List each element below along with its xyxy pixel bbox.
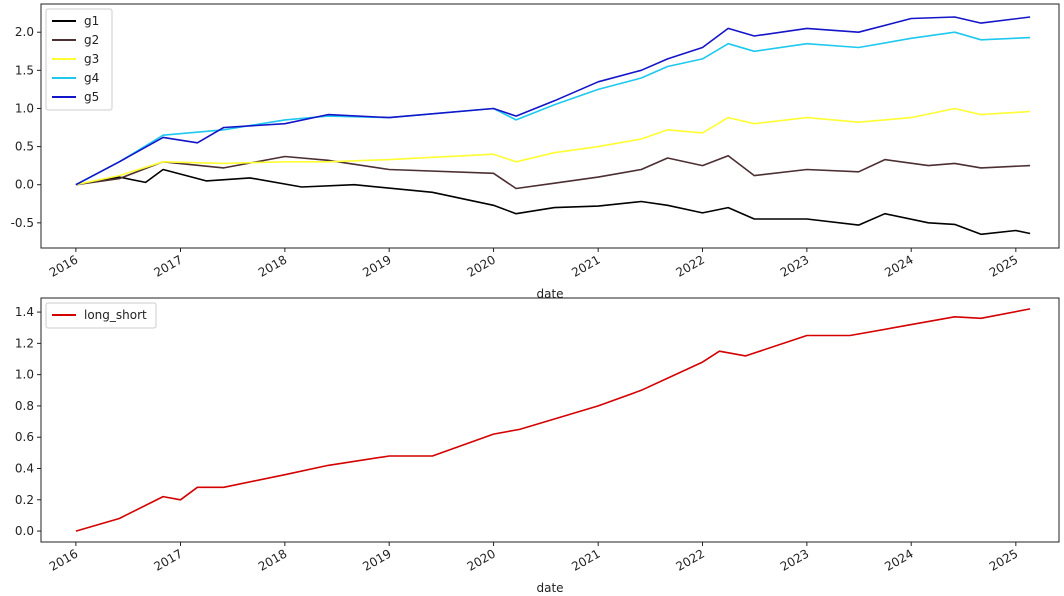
legend-label: long_short xyxy=(84,308,147,322)
bottom-chart: 0.0 0.2 0.4 0.6 0.8 1.0 1.2 1.4 2016 2017 2018 2019… xyxy=(15,297,1060,595)
legend-label: g2 xyxy=(84,33,99,47)
x-tick-label: 2022 xyxy=(674,546,707,573)
y-tick-label: 1.0 xyxy=(15,368,34,382)
y-tick-label: 0.2 xyxy=(15,493,34,507)
y-tick-label: 1.5 xyxy=(15,63,34,77)
legend-label: g3 xyxy=(84,52,99,66)
legend-box xyxy=(45,8,113,111)
x-tick-label: 2020 xyxy=(465,252,498,279)
x-tick-label: 2021 xyxy=(569,546,602,573)
series-line-g1 xyxy=(75,168,1031,236)
y-tick-label: 1.4 xyxy=(15,305,34,319)
y-tick-label: 0.8 xyxy=(15,399,34,413)
x-tick-label: 2016 xyxy=(47,252,80,279)
y-tick-label: 0.0 xyxy=(15,524,34,538)
series-line-g5 xyxy=(75,16,1031,186)
x-tick-label: 2025 xyxy=(987,546,1020,573)
series-line-g2 xyxy=(75,154,1031,190)
legend-label: g1 xyxy=(84,14,99,28)
x-axis-title: date xyxy=(536,581,563,595)
y-tick-label: 0.5 xyxy=(15,140,34,154)
plot-frame xyxy=(40,297,1060,543)
y-tick-label: -0.5 xyxy=(11,216,34,230)
y-tick-label: 1.0 xyxy=(15,101,34,115)
y-tick-label: 2.0 xyxy=(15,25,34,39)
x-tick-label: 2025 xyxy=(987,252,1020,279)
x-axis-title: date xyxy=(536,287,563,301)
series-line-g4 xyxy=(75,31,1031,186)
y-tick-label: 0.4 xyxy=(15,461,34,475)
legend-label: g4 xyxy=(84,71,99,85)
x-tick-label: 2018 xyxy=(256,252,289,279)
y-tick-label: 0.6 xyxy=(15,430,34,444)
legend: g1 g2 g3 g4 g5 xyxy=(45,8,113,111)
x-tick-label: 2024 xyxy=(882,252,915,279)
x-tick-label: 2017 xyxy=(152,252,185,279)
x-tick-label: 2022 xyxy=(674,252,707,279)
legend: long_short xyxy=(45,302,157,329)
x-tick-label: 2023 xyxy=(778,546,811,573)
plot-frame xyxy=(40,3,1060,249)
x-tick-label: 2017 xyxy=(152,546,185,573)
legend-box xyxy=(45,302,157,329)
top-chart: -0.5 0.0 0.5 1.0 1.5 2.0 2016 2017 2018 2019 2020 2… xyxy=(11,3,1060,301)
series-line-long_short xyxy=(75,308,1031,532)
legend-label: g5 xyxy=(84,90,99,104)
x-tick-label: 2019 xyxy=(360,252,393,279)
x-tick-label: 2020 xyxy=(465,546,498,573)
y-tick-label: 1.2 xyxy=(15,336,34,350)
x-tick-label: 2019 xyxy=(360,546,393,573)
x-tick-label: 2024 xyxy=(882,546,915,573)
x-tick-label: 2016 xyxy=(47,546,80,573)
x-tick-label: 2023 xyxy=(778,252,811,279)
x-tick-label: 2018 xyxy=(256,546,289,573)
x-tick-label: 2021 xyxy=(569,252,602,279)
series-line-g3 xyxy=(75,107,1031,186)
y-tick-label: 0.0 xyxy=(15,178,34,192)
